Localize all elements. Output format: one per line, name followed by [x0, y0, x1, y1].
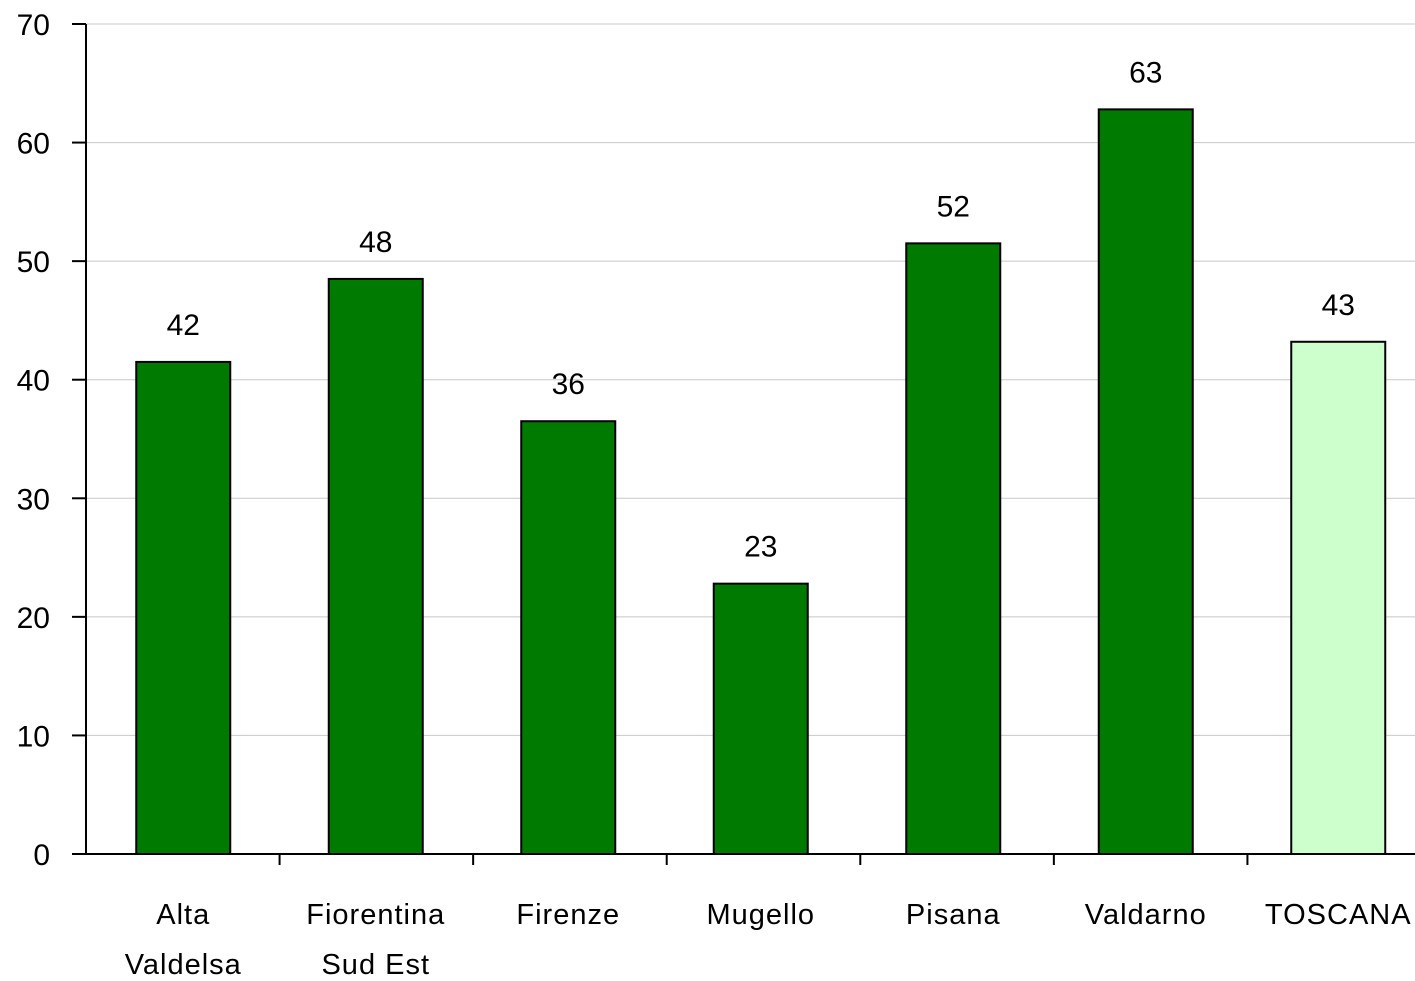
y-tick-label: 70 — [17, 9, 50, 42]
bar-pisana — [905, 242, 1002, 856]
data-label: 48 — [359, 226, 392, 259]
data-label: 63 — [1129, 56, 1162, 89]
y-tick-label: 10 — [17, 720, 50, 753]
bar-mugello — [712, 582, 809, 856]
bar-fiorentina-sud-est — [327, 277, 424, 855]
bar-toscana — [1290, 340, 1387, 855]
y-tick-label: 20 — [17, 602, 50, 635]
gridlines — [86, 23, 1415, 736]
x-category-label: Fiorentina — [306, 899, 445, 931]
data-label: 23 — [744, 531, 777, 564]
x-category-label: Mugello — [706, 899, 815, 931]
bar-firenze — [520, 420, 617, 855]
data-label: 42 — [167, 309, 200, 342]
data-label: 52 — [937, 190, 970, 223]
x-category-label: Sud Est — [321, 949, 430, 981]
y-tick-label: 40 — [17, 365, 50, 398]
y-tick-label: 30 — [17, 483, 50, 516]
x-category-label: Valdarno — [1085, 899, 1207, 931]
data-label: 43 — [1322, 289, 1355, 322]
x-category-label: Firenze — [516, 899, 620, 931]
labels: 0 10 20 30 40 50 60 70 42 Alta Valdelsa 48 Fiorentin… — [17, 9, 1412, 981]
data-label: 36 — [552, 368, 585, 401]
bars — [135, 108, 1387, 856]
x-category-label: Valdelsa — [125, 949, 242, 981]
x-category-label: TOSCANA — [1265, 899, 1412, 931]
y-tick-label: 50 — [17, 246, 50, 279]
bar-alta-valdelsa — [135, 360, 232, 855]
axes — [72, 23, 1415, 865]
x-category-label: Pisana — [906, 899, 1001, 931]
y-tick-label: 60 — [17, 128, 50, 161]
x-category-label: Alta — [156, 899, 210, 931]
bar-valdarno — [1097, 108, 1194, 856]
y-tick-label: 0 — [33, 839, 50, 872]
